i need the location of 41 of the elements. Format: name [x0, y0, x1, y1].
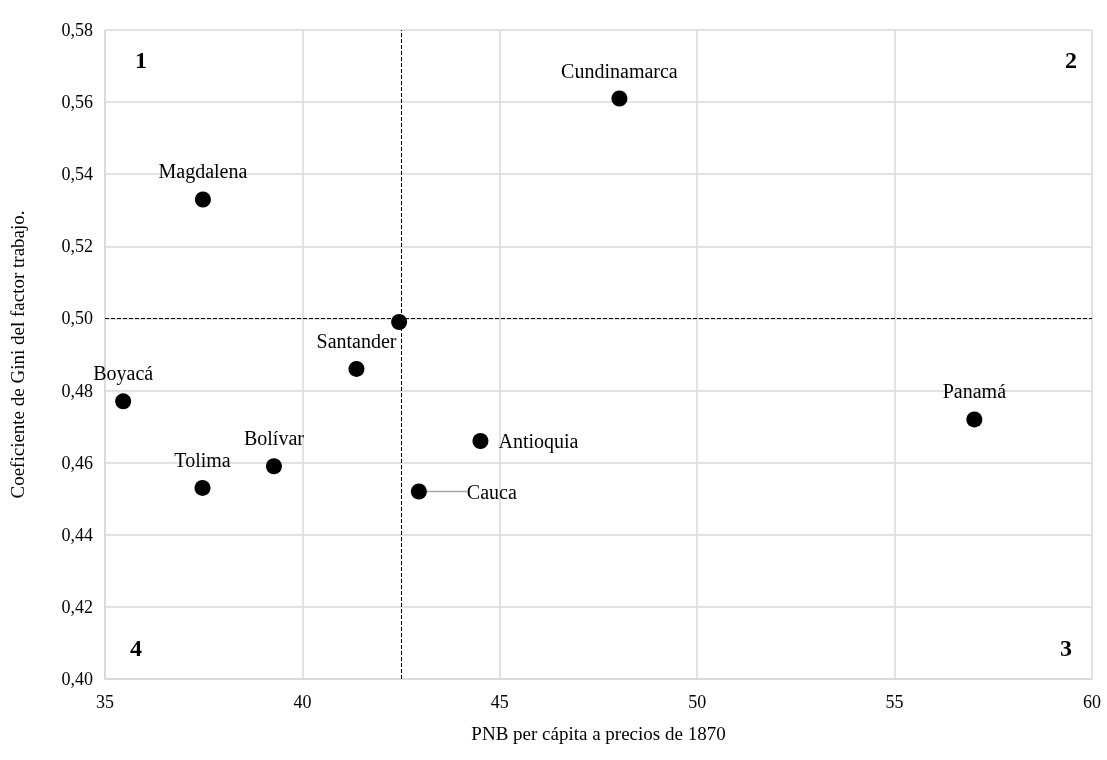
- data-label: Tolima: [174, 448, 231, 471]
- data-label: Cauca: [466, 480, 517, 503]
- point: [265, 458, 282, 475]
- x-tick-label: 50: [688, 692, 707, 712]
- annotation: 4: [130, 635, 142, 661]
- point: [391, 314, 408, 331]
- x-tick-label: 60: [1083, 692, 1101, 712]
- y-tick-label: 0,48: [61, 380, 93, 401]
- annotation: 2: [1065, 47, 1077, 73]
- y-tick-label: 0,50: [61, 308, 93, 329]
- x-tick-label: 55: [885, 692, 904, 712]
- point: [966, 411, 983, 428]
- data-label: Panamá: [942, 380, 1007, 403]
- x-tick-label: 35: [96, 692, 114, 712]
- y-tick-label: 0,46: [61, 452, 93, 473]
- point: [348, 360, 365, 377]
- y-axis-title: Coeficiente de Gini del factor trabajo.: [7, 210, 28, 499]
- y-tick-label: 0,58: [61, 20, 93, 40]
- point: [115, 393, 132, 410]
- point: [611, 90, 628, 107]
- point: [472, 433, 489, 450]
- data-label: Antioquia: [498, 430, 579, 454]
- data-label: Boyacá: [93, 362, 154, 386]
- y-tick-label: 0,44: [61, 524, 93, 545]
- x-axis-title: PNB per cápita a precios de 1870: [471, 723, 726, 744]
- y-tick-label: 0,56: [61, 92, 93, 113]
- y-tick-label: 0,40: [61, 669, 93, 689]
- x-tick-label: 40: [293, 692, 312, 712]
- y-tick-label: 0,52: [61, 236, 93, 257]
- annotation: 3: [1060, 635, 1072, 661]
- point: [194, 191, 211, 208]
- data-label: Santander: [316, 329, 397, 352]
- y-tick-label: 0,42: [61, 596, 93, 617]
- annotation: 1: [135, 47, 147, 73]
- y-tick-label: 0,54: [61, 164, 93, 185]
- point: [194, 479, 211, 496]
- x-tick-label: 45: [490, 692, 509, 712]
- data-label: Bolívar: [243, 427, 305, 450]
- data-label: Magdalena: [158, 160, 248, 184]
- point: [410, 483, 427, 500]
- data-label: Cundinamarca: [561, 59, 678, 82]
